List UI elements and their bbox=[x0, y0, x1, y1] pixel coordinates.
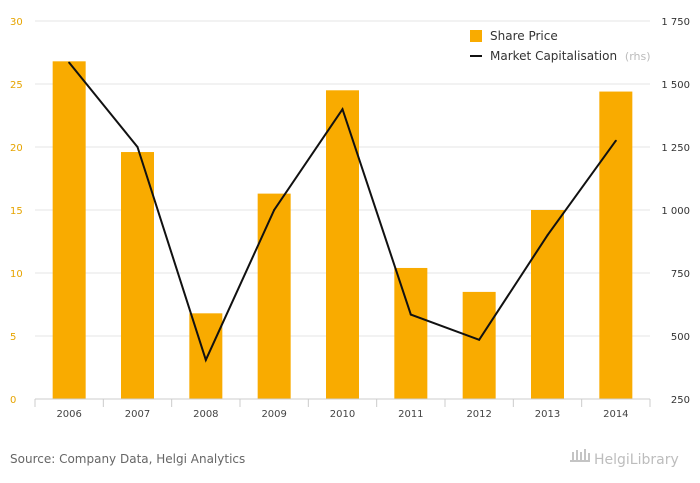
legend-label-market-cap: Market Capitalisation (rhs) bbox=[490, 49, 651, 63]
y-right-tick-label: 1 750 bbox=[661, 17, 690, 28]
x-tick-label: 2013 bbox=[535, 409, 560, 420]
bar-share-price bbox=[52, 61, 86, 399]
x-tick-label: 2008 bbox=[193, 409, 218, 420]
y-left-tick-label: 0 bbox=[10, 395, 16, 406]
x-tick-label: 2012 bbox=[466, 409, 491, 420]
point-market-cap bbox=[273, 209, 276, 211]
point-market-cap bbox=[68, 61, 71, 64]
point-market-cap bbox=[614, 139, 617, 142]
point-market-cap bbox=[136, 146, 139, 148]
legend: Share Price Market Capitalisation (rhs) bbox=[470, 29, 651, 63]
point-market-cap bbox=[478, 338, 481, 341]
market-cap-line bbox=[68, 61, 617, 363]
x-tick-label: 2006 bbox=[56, 409, 81, 420]
x-tick-label: 2014 bbox=[603, 409, 628, 420]
point-market-cap bbox=[546, 234, 549, 237]
y-right-tick-label: 250 bbox=[671, 395, 690, 406]
bar-share-price bbox=[394, 267, 428, 399]
y-left-tick-label: 25 bbox=[10, 80, 23, 91]
share-price-bars bbox=[52, 61, 633, 400]
x-tick-label: 2010 bbox=[330, 409, 355, 420]
y-right-tick-label: 500 bbox=[671, 332, 690, 343]
x-tick-label: 2007 bbox=[125, 409, 150, 420]
y-left-tick-label: 20 bbox=[10, 143, 23, 154]
bar-share-price bbox=[257, 193, 291, 399]
library-building-icon bbox=[570, 449, 590, 462]
legend-label-share-price: Share Price bbox=[490, 29, 558, 43]
bar-share-price bbox=[326, 90, 359, 400]
x-tick-label: 2011 bbox=[398, 409, 423, 420]
y-left-tick-label: 30 bbox=[10, 17, 23, 28]
legend-label-market-cap-suffix: (rhs) bbox=[625, 50, 651, 63]
y-right-tick-label: 1 000 bbox=[661, 206, 690, 217]
logo-text: HelgiLibrary bbox=[594, 452, 679, 468]
bar-share-price bbox=[531, 210, 564, 399]
bar-share-price bbox=[121, 152, 154, 399]
legend-swatch-share-price bbox=[470, 30, 482, 42]
bar-share-price bbox=[462, 291, 496, 399]
x-tick-label: 2009 bbox=[261, 409, 286, 420]
legend-label-market-cap-name: Market Capitalisation bbox=[490, 49, 617, 63]
y-right-tick-label: 1 250 bbox=[661, 143, 690, 154]
y-left-tick-label: 10 bbox=[10, 269, 23, 280]
y-left-tick-label: 15 bbox=[10, 206, 23, 217]
point-market-cap bbox=[409, 313, 412, 316]
y-left-tick-label: 5 bbox=[10, 332, 16, 343]
source-note: Source: Company Data, Helgi Analytics bbox=[10, 452, 245, 466]
helgi-library-logo: HelgiLibrary bbox=[570, 449, 679, 468]
bar-share-price bbox=[599, 91, 633, 399]
axes: 0 5 10 15 20 25 30 250 500 750 1 000 1 250 1 500 1 75… bbox=[10, 17, 690, 420]
y-right-tick-label: 1 500 bbox=[661, 80, 690, 91]
point-market-cap bbox=[341, 108, 344, 111]
point-market-cap bbox=[204, 358, 207, 361]
y-right-tick-label: 750 bbox=[671, 269, 690, 280]
